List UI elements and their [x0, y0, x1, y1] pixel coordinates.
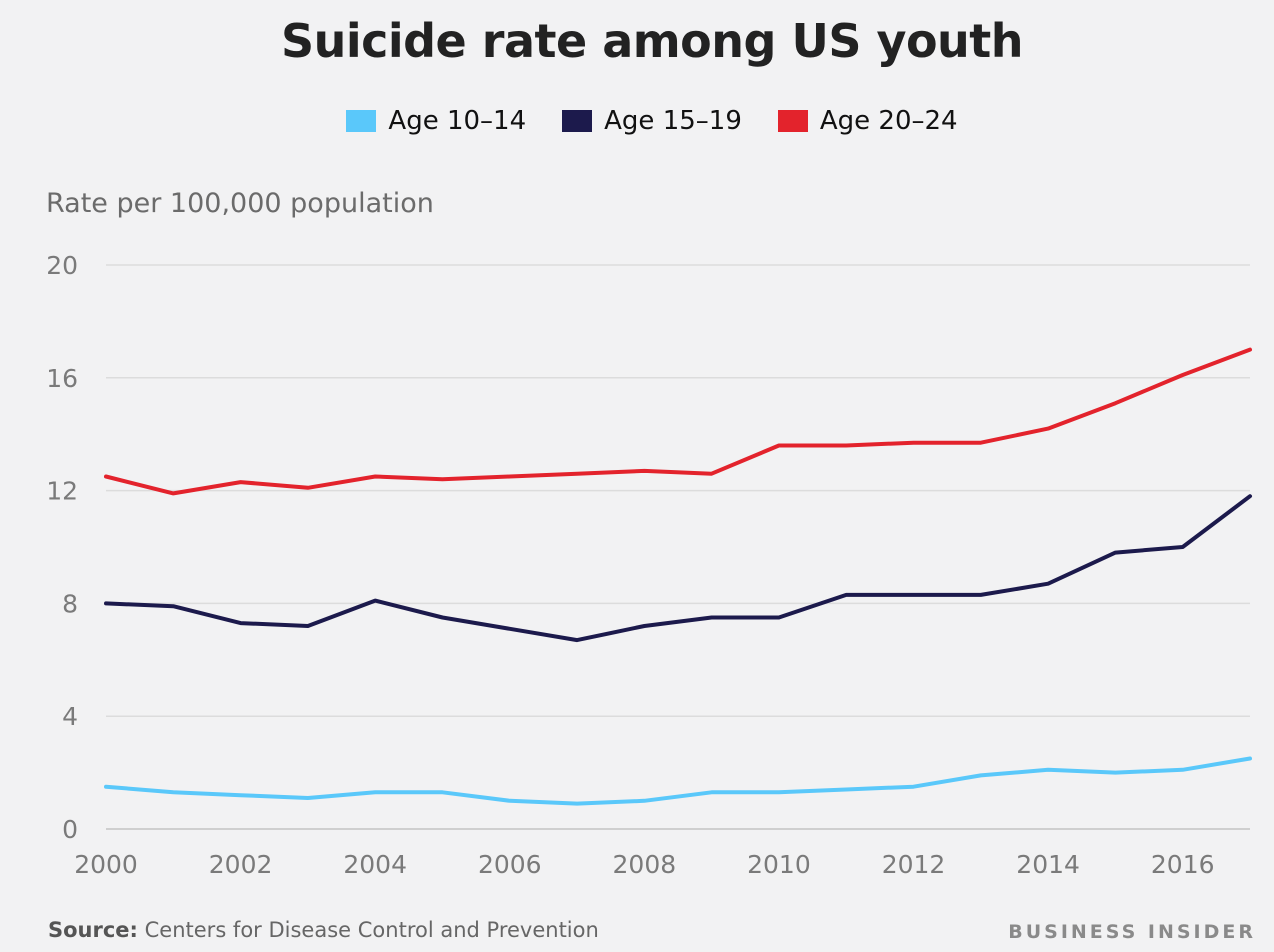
x-tick-label: 2008: [613, 850, 677, 879]
y-tick-label: 0: [62, 815, 78, 844]
x-tick-label: 2004: [343, 850, 407, 879]
x-tick-label: 2000: [74, 850, 138, 879]
legend-label-age-20-24: Age 20–24: [819, 106, 958, 136]
x-tick-label: 2010: [747, 850, 811, 879]
legend-label-age-15-19: Age 15–19: [604, 106, 742, 136]
series-line-1: [104, 494, 1252, 643]
y-tick-label: 8: [62, 589, 78, 618]
legend-swatch-age-15-19: [562, 110, 593, 132]
legend-item-age-15-19: Age 15–19: [562, 106, 742, 136]
legend-item-age-10-14: Age 10–14: [346, 106, 526, 136]
x-tick-label: 2012: [882, 850, 946, 879]
x-tick-label: 2014: [1016, 850, 1080, 879]
legend-item-age-20-24: Age 20–24: [777, 106, 958, 136]
y-axis-label: Rate per 100,000 population: [46, 188, 434, 219]
source-note: Source: Centers for Disease Control and …: [48, 918, 599, 942]
legend-swatch-age-20-24: [777, 110, 808, 132]
series-line-2: [104, 347, 1252, 496]
x-tick-label: 2002: [209, 850, 273, 879]
x-tick-label: 2016: [1151, 850, 1215, 879]
legend: Age 10–14 Age 15–19 Age 20–24: [0, 106, 1274, 136]
legend-swatch-age-10-14: [346, 110, 377, 132]
legend-label-age-10-14: Age 10–14: [388, 106, 527, 136]
y-tick-label: 12: [46, 477, 78, 506]
chart-title: Suicide rate among US youth: [280, 14, 1024, 68]
y-tick-label: 4: [62, 702, 78, 731]
y-tick-label: 20: [46, 251, 78, 280]
source-text: Centers for Disease Control and Preventi…: [144, 918, 599, 942]
source-label: Source:: [48, 918, 138, 942]
series-line-0: [104, 756, 1252, 806]
brand-logo: BUSINESS INSIDER: [1008, 921, 1256, 943]
y-tick-label: 16: [46, 364, 78, 393]
x-tick-label: 2006: [478, 850, 542, 879]
